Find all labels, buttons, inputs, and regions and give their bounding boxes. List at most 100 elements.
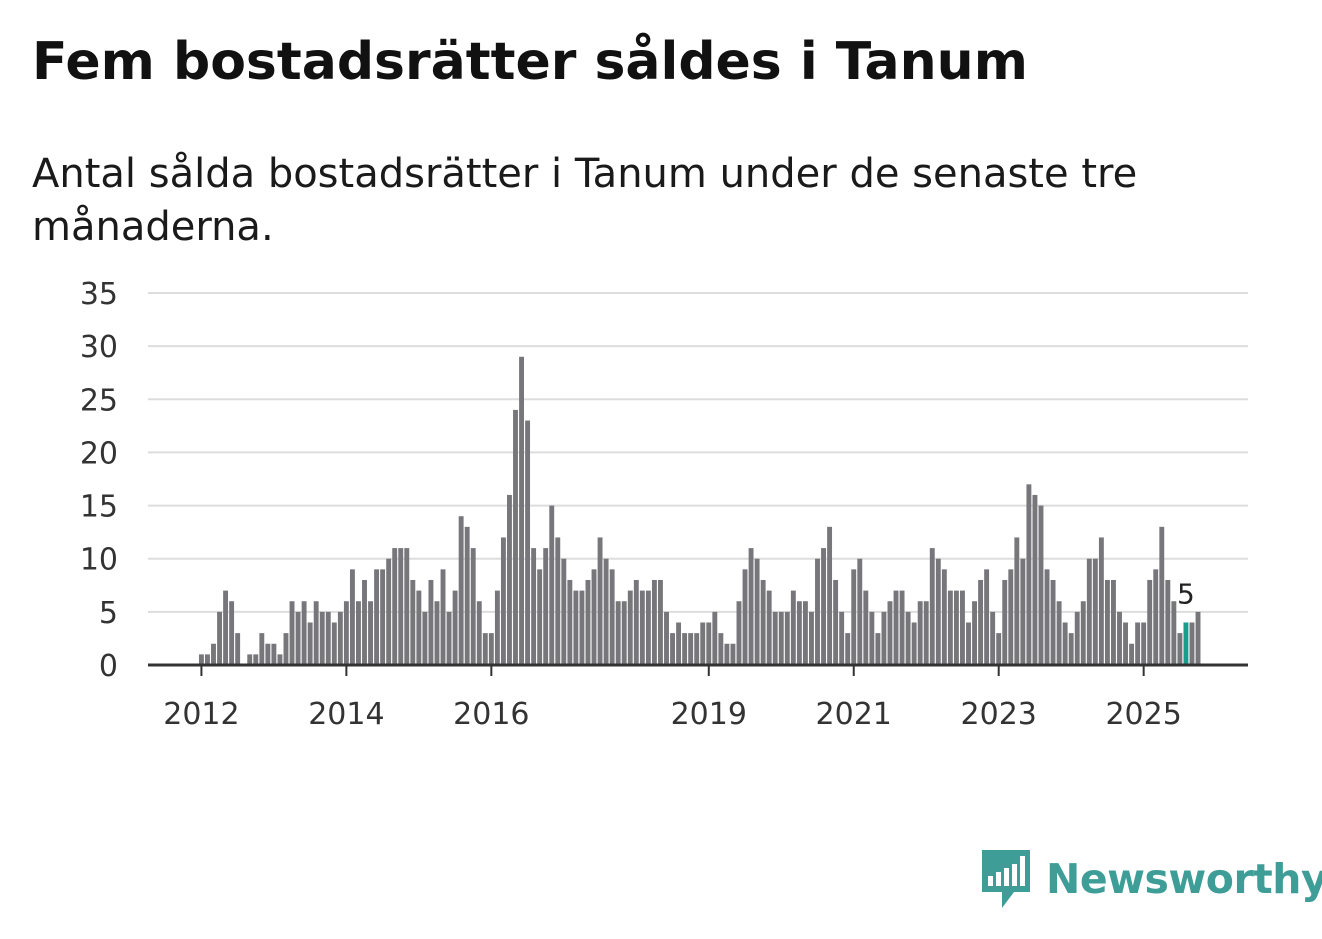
bar <box>923 601 929 665</box>
bar <box>996 633 1002 665</box>
bar <box>603 558 609 665</box>
bar <box>464 526 470 665</box>
bar <box>422 611 428 665</box>
bar <box>1056 601 1062 665</box>
bar <box>760 579 766 665</box>
bar <box>1074 611 1080 665</box>
bar <box>343 601 349 665</box>
bar <box>283 633 289 665</box>
bar <box>651 579 657 665</box>
y-tick-label: 0 <box>99 649 118 684</box>
bar <box>875 633 881 665</box>
highlighted-bar <box>1183 622 1189 665</box>
bar <box>869 611 875 665</box>
bar <box>863 590 869 665</box>
bar <box>1098 537 1104 665</box>
bar <box>307 622 313 665</box>
bar <box>531 548 537 665</box>
bar <box>1026 484 1032 665</box>
bar <box>700 622 706 665</box>
bar <box>325 611 331 665</box>
bar <box>1038 505 1044 665</box>
bar <box>1080 601 1086 665</box>
bar <box>815 558 820 665</box>
bar <box>664 611 669 665</box>
bar <box>929 548 935 665</box>
bar <box>809 611 814 665</box>
bar <box>796 601 802 665</box>
bar <box>712 611 718 665</box>
bar <box>778 611 784 665</box>
bar <box>1068 633 1074 665</box>
bar <box>748 548 754 665</box>
bar <box>440 569 446 665</box>
bar <box>645 590 651 665</box>
bar <box>953 590 959 665</box>
bar <box>319 611 325 665</box>
bar <box>899 590 905 665</box>
bar <box>1002 579 1008 665</box>
bar <box>1171 601 1177 665</box>
bar <box>1177 633 1183 665</box>
bar <box>766 590 772 665</box>
bar <box>404 548 410 665</box>
bar <box>1092 558 1098 665</box>
bar <box>1111 579 1116 665</box>
bar <box>398 548 404 665</box>
bar <box>893 590 899 665</box>
bar <box>790 590 796 665</box>
bar <box>271 643 277 665</box>
bar <box>772 611 778 665</box>
bar <box>1086 558 1092 665</box>
brand-name: Newsworthy <box>1046 855 1322 903</box>
bar <box>881 611 887 665</box>
y-tick-label: 5 <box>99 596 118 631</box>
bar <box>1153 569 1159 665</box>
highlight-value-label: 5 <box>1177 577 1195 610</box>
bar <box>978 579 984 665</box>
bar <box>1104 579 1110 665</box>
chart-title: Fem bostadsrätter såldes i Tanum <box>32 32 1028 92</box>
bar <box>1189 622 1195 665</box>
bar <box>1117 611 1122 665</box>
bar <box>229 601 235 665</box>
bar <box>494 590 500 665</box>
bar <box>941 569 947 665</box>
bar <box>211 643 216 665</box>
bar <box>537 569 543 665</box>
bar <box>627 590 633 665</box>
bar <box>1195 611 1201 665</box>
bar <box>277 654 283 665</box>
y-tick-label: 35 <box>80 277 118 312</box>
bar <box>507 494 512 665</box>
bar <box>615 601 621 665</box>
bar <box>694 633 700 665</box>
bar <box>609 569 615 665</box>
bar <box>972 601 977 665</box>
bar <box>567 579 573 665</box>
bar <box>839 611 845 665</box>
bar <box>356 601 361 665</box>
bar <box>682 633 688 665</box>
bar <box>368 601 373 665</box>
bar <box>1165 579 1171 665</box>
bar <box>416 590 422 665</box>
bar <box>470 548 476 665</box>
y-tick-label: 20 <box>80 436 118 471</box>
bar <box>223 590 229 665</box>
bar <box>313 601 319 665</box>
bar <box>561 558 567 665</box>
bar <box>1050 579 1056 665</box>
x-tick-label: 2016 <box>453 697 529 732</box>
newsworthy-logo-icon <box>982 850 1030 908</box>
bar <box>579 590 585 665</box>
bar <box>670 633 675 665</box>
y-tick-label: 25 <box>80 383 118 418</box>
bar <box>476 601 482 665</box>
bar <box>331 622 337 665</box>
bar <box>289 601 295 665</box>
bar <box>905 611 911 665</box>
x-tick-label: 2014 <box>308 697 384 732</box>
bar <box>259 633 265 665</box>
